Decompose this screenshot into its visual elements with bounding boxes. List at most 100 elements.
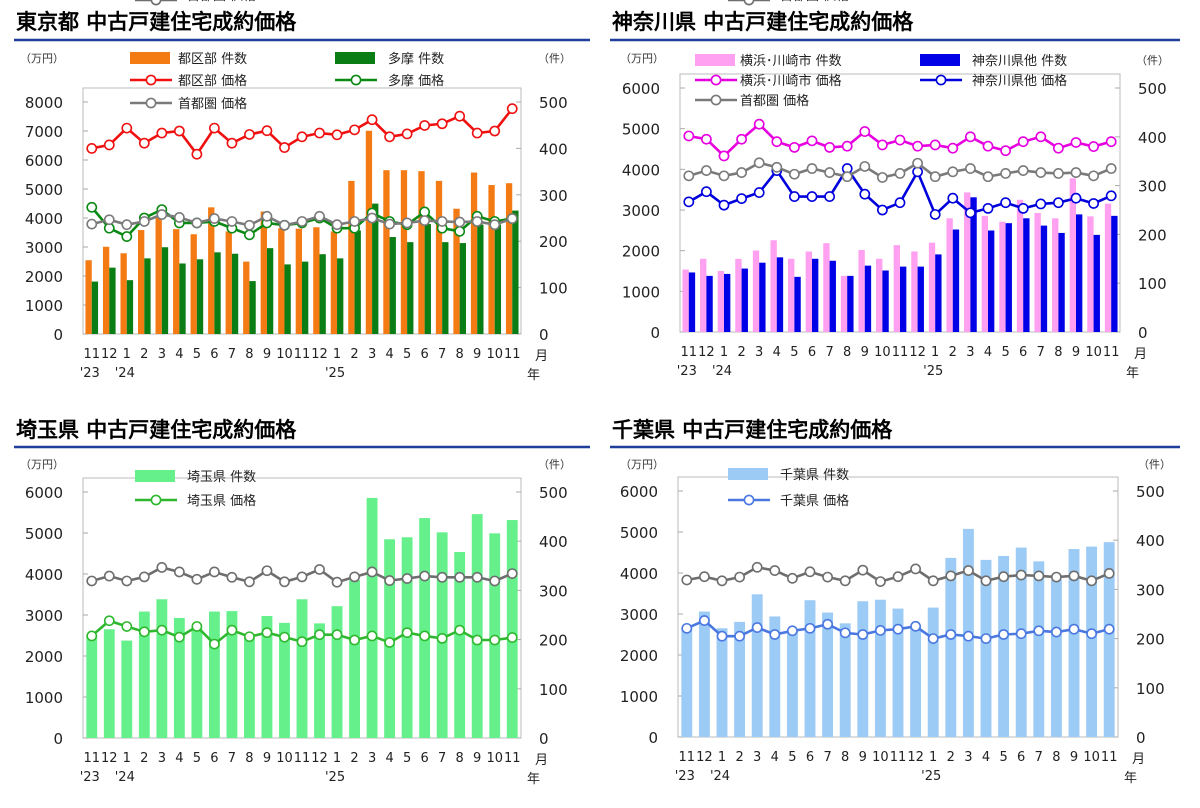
left-tick-label: 5000 (620, 524, 658, 542)
legend-marker (350, 74, 362, 86)
bar-0-2 (717, 271, 724, 332)
right-tick-label: 300 (539, 187, 568, 205)
x-month-label: 8 (245, 751, 253, 766)
point-2-1 (103, 570, 115, 582)
bar-0-19 (1015, 547, 1027, 737)
bar-0-22 (1068, 549, 1080, 737)
point-4-9 (244, 219, 255, 231)
bar-0-15 (348, 180, 355, 334)
chart-title: 神奈川県 中古戸建住宅成約価格 (612, 10, 914, 34)
point-2-15 (349, 124, 360, 136)
point-2-22 (1068, 570, 1080, 582)
point-2-4 (753, 118, 765, 130)
right-tick-label: 500 (1136, 483, 1165, 501)
point-1-2 (121, 621, 133, 632)
x-month-label: 2 (949, 345, 957, 360)
left-tick-label: 6000 (622, 80, 660, 98)
bar-1-4 (759, 262, 766, 332)
x-month-label: 1 (123, 347, 131, 362)
point-2-17 (384, 131, 395, 143)
bar-1-13 (917, 266, 924, 332)
point-2-19 (1015, 569, 1027, 581)
x-month-label: 5 (403, 347, 411, 362)
point-2-22 (471, 127, 483, 139)
x-month-label: 7 (228, 347, 236, 362)
left-tick-label: 4000 (620, 565, 658, 583)
x-month-label: 9 (263, 751, 271, 766)
bar-0-9 (244, 636, 255, 738)
x-month-label: 5 (193, 751, 201, 766)
left-tick-label: 6000 (25, 484, 63, 502)
right-tick-label: 300 (539, 582, 568, 600)
point-2-14 (929, 139, 941, 151)
point-1-20 (1033, 625, 1045, 637)
bar-0-6 (786, 629, 798, 737)
x-month-label: 6 (210, 347, 218, 362)
bar-0-12 (295, 228, 302, 334)
bar-0-17 (981, 215, 988, 332)
point-2-0 (86, 575, 98, 587)
bar-1-4 (161, 247, 169, 334)
point-2-3 (138, 137, 150, 149)
legend-label: 首都圏 価格 (780, 0, 849, 4)
point-2-19 (419, 120, 431, 131)
bar-0-4 (752, 250, 760, 332)
point-2-9 (839, 575, 851, 587)
x-year-label: '24 (710, 769, 730, 784)
bar-0-5 (769, 616, 781, 737)
bar-1-22 (1076, 214, 1083, 332)
bar-0-13 (911, 251, 918, 332)
point-3-11 (877, 204, 888, 216)
bar-0-2 (716, 628, 728, 737)
point-2-11 (279, 142, 290, 153)
point-3-21 (454, 225, 466, 237)
x-month-label: 12 (907, 750, 924, 765)
x-month-label: 5 (403, 751, 411, 766)
point-1-9 (839, 627, 851, 639)
point-2-6 (787, 572, 798, 584)
x-month-label: 4 (175, 347, 183, 362)
point-2-20 (1035, 131, 1047, 143)
point-4-14 (331, 219, 343, 231)
bar-0-13 (910, 626, 922, 737)
point-4-20 (1035, 167, 1047, 178)
point-1-13 (314, 629, 325, 641)
x-month-label: 7 (1035, 750, 1043, 765)
x-month-label: 1 (720, 345, 728, 360)
bar-0-12 (892, 608, 904, 737)
bar-0-1 (103, 629, 115, 738)
point-3-24 (1105, 190, 1117, 202)
right-tick-label: 400 (1136, 532, 1165, 550)
point-3-3 (736, 193, 747, 205)
point-4-2 (718, 170, 730, 182)
left-tick-label: 0 (53, 326, 63, 344)
bar-0-21 (454, 552, 466, 738)
bar-1-8 (231, 253, 239, 334)
point-2-18 (998, 571, 1009, 583)
legend-label: 埼玉県 価格 (187, 493, 256, 509)
point-2-3 (736, 133, 747, 145)
point-1-5 (173, 631, 185, 643)
bar-0-3 (734, 621, 746, 737)
bar-0-1 (700, 258, 707, 332)
point-1-3 (138, 626, 150, 638)
bar-1-9 (249, 281, 256, 334)
x-month-label: 1 (333, 347, 341, 362)
left-tick-label: 0 (648, 729, 658, 747)
point-1-17 (384, 637, 395, 648)
point-3-7 (806, 191, 818, 202)
right-tick-label: 0 (1138, 324, 1148, 342)
chart-panel-3: 千葉県 中古戸建住宅成約価格（万円） （件）0100020003000400050… (610, 0, 1180, 786)
point-2-1 (699, 571, 710, 583)
point-3-0 (86, 201, 98, 213)
year-axis-label: 年 (527, 772, 540, 787)
point-3-6 (789, 191, 800, 202)
bar-0-7 (804, 600, 816, 737)
bar-0-4 (156, 599, 168, 738)
left-tick-label: 1000 (620, 688, 658, 706)
x-month-label: 6 (420, 751, 428, 766)
left-tick-label: 5000 (25, 181, 63, 199)
